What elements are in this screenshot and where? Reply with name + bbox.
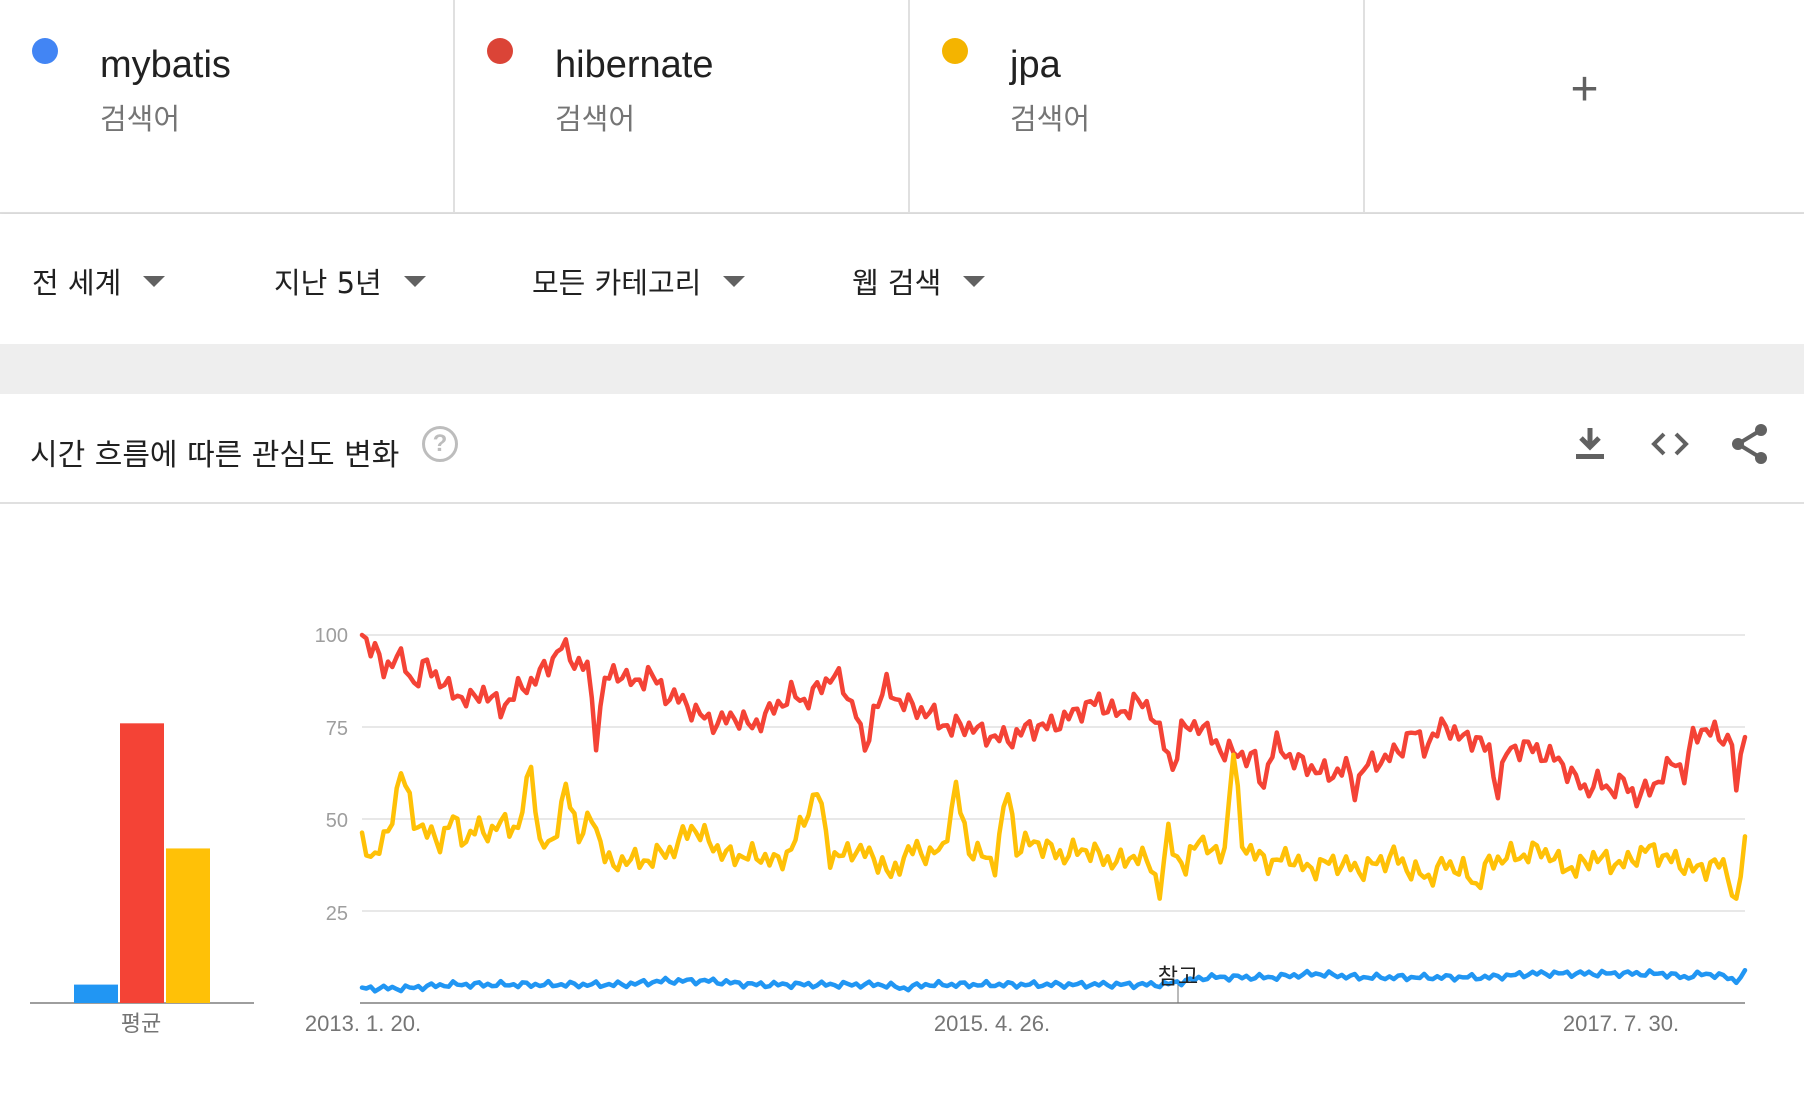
y-axis-ticks: 100 75 50 25 (315, 625, 348, 925)
embed-code-icon[interactable] (1646, 420, 1694, 468)
term-mybatis[interactable]: mybatis 검색어 (0, 0, 455, 212)
series-line-jpa[interactable] (359, 752, 1748, 901)
series-color-dot-icon (942, 38, 968, 64)
y-tick-label: 100 (315, 625, 348, 647)
term-name: mybatis (100, 44, 231, 86)
x-tick-label: 2013. 1. 20. (305, 1011, 421, 1036)
series-color-dot-icon (487, 38, 513, 64)
caret-down-icon (143, 275, 166, 287)
section-divider (0, 344, 1804, 394)
term-name: jpa (1010, 44, 1061, 86)
search-terms-bar: mybatis 검색어 hibernate 검색어 jpa 검색어 + (0, 0, 1804, 214)
average-bar-hibernate[interactable] (120, 723, 164, 1003)
average-bar-jpa[interactable] (166, 848, 210, 1003)
plus-icon: + (1570, 63, 1599, 116)
y-tick-label: 50 (326, 810, 348, 832)
filter-bar: 전 세계 지난 5년 모든 카테고리 웹 검색 (0, 214, 1804, 344)
card-title: 시간 흐름에 따른 관심도 변화 (30, 438, 400, 473)
term-name: hibernate (555, 44, 714, 86)
search-type-filter[interactable]: 웹 검색 (852, 260, 986, 302)
category-filter-label: 모든 카테고리 (532, 266, 702, 300)
add-term-button[interactable]: + (1365, 0, 1804, 212)
category-filter[interactable]: 모든 카테고리 (532, 260, 746, 302)
search-type-filter-label: 웹 검색 (852, 266, 942, 300)
term-type: 검색어 (1010, 102, 1091, 136)
average-label: 평균 (121, 1011, 161, 1036)
y-tick-label: 25 (326, 903, 348, 925)
caret-down-icon (963, 275, 986, 287)
time-filter[interactable]: 지난 5년 (274, 260, 426, 302)
interest-over-time-chart: 평균 100 75 50 25 참고 2013. 1. 20. 2015. 4.… (30, 625, 1748, 1036)
region-filter-label: 전 세계 (32, 266, 122, 300)
download-icon[interactable] (1566, 420, 1614, 468)
x-tick-label: 2015. 4. 26. (934, 1011, 1050, 1036)
share-icon[interactable] (1726, 420, 1774, 468)
term-type: 검색어 (100, 102, 181, 136)
series-line-mybatis[interactable] (359, 967, 1748, 994)
series-lines (359, 632, 1748, 994)
average-bars (30, 723, 254, 1004)
note-label[interactable]: 참고 (1158, 964, 1198, 989)
term-jpa[interactable]: jpa 검색어 (910, 0, 1365, 212)
caret-down-icon (403, 275, 426, 287)
series-line-hibernate[interactable] (359, 632, 1748, 809)
time-filter-label: 지난 5년 (274, 266, 382, 300)
y-tick-label: 75 (326, 718, 348, 740)
help-icon[interactable]: ? (422, 426, 458, 462)
card-header: 시간 흐름에 따른 관심도 변화 ? (0, 394, 1804, 504)
average-bar-mybatis[interactable] (74, 984, 118, 1003)
term-hibernate[interactable]: hibernate 검색어 (455, 0, 910, 212)
term-type: 검색어 (555, 102, 636, 136)
series-color-dot-icon (32, 38, 58, 64)
caret-down-icon (723, 275, 746, 287)
grid-lines (360, 634, 1745, 1004)
x-tick-label: 2017. 7. 30. (1563, 1011, 1679, 1036)
region-filter[interactable]: 전 세계 (32, 260, 166, 302)
